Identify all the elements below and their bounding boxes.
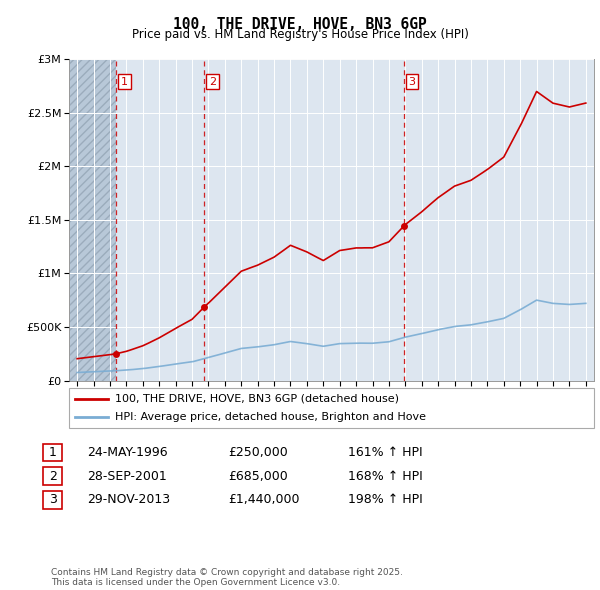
Text: £250,000: £250,000 — [228, 446, 288, 459]
Text: 100, THE DRIVE, HOVE, BN3 6GP (detached house): 100, THE DRIVE, HOVE, BN3 6GP (detached … — [115, 394, 399, 404]
Text: 2: 2 — [209, 77, 216, 87]
Bar — [69, 59, 116, 381]
Text: 1: 1 — [121, 77, 128, 87]
Text: Contains HM Land Registry data © Crown copyright and database right 2025.
This d: Contains HM Land Registry data © Crown c… — [51, 568, 403, 587]
Text: 198% ↑ HPI: 198% ↑ HPI — [348, 493, 423, 506]
Text: 2: 2 — [49, 470, 57, 483]
Text: 1: 1 — [49, 446, 57, 459]
Text: 24-MAY-1996: 24-MAY-1996 — [87, 446, 167, 459]
Text: £1,440,000: £1,440,000 — [228, 493, 299, 506]
Text: 28-SEP-2001: 28-SEP-2001 — [87, 470, 167, 483]
Text: 168% ↑ HPI: 168% ↑ HPI — [348, 470, 423, 483]
Text: £685,000: £685,000 — [228, 470, 288, 483]
Bar — [69, 59, 116, 381]
Text: 3: 3 — [49, 493, 57, 506]
Text: 3: 3 — [409, 77, 416, 87]
Text: HPI: Average price, detached house, Brighton and Hove: HPI: Average price, detached house, Brig… — [115, 411, 426, 421]
Text: 100, THE DRIVE, HOVE, BN3 6GP: 100, THE DRIVE, HOVE, BN3 6GP — [173, 17, 427, 31]
Text: 29-NOV-2013: 29-NOV-2013 — [87, 493, 170, 506]
Text: Price paid vs. HM Land Registry's House Price Index (HPI): Price paid vs. HM Land Registry's House … — [131, 28, 469, 41]
Text: 161% ↑ HPI: 161% ↑ HPI — [348, 446, 422, 459]
